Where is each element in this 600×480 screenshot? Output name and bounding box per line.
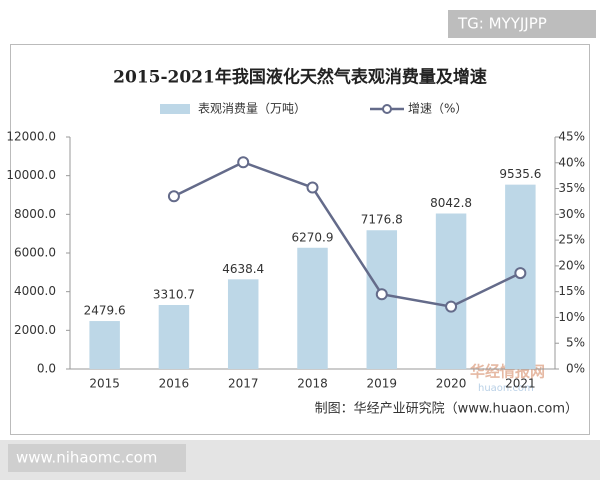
x-tick-label: 2016 bbox=[159, 377, 190, 391]
legend-label: 表观消费量（万吨） bbox=[198, 102, 306, 116]
y2-tick-label: 40% bbox=[558, 155, 585, 169]
bar bbox=[435, 213, 467, 369]
value-label: 6270.9 bbox=[292, 230, 334, 244]
y2-tick-label: 25% bbox=[558, 233, 585, 247]
line-marker bbox=[167, 190, 180, 203]
x-tick-label: 2019 bbox=[367, 377, 398, 391]
source: 制图：华经产业研究院（www.huaon.com） bbox=[315, 402, 578, 417]
line-marker bbox=[306, 181, 319, 194]
frame bbox=[10, 44, 590, 435]
bar bbox=[89, 321, 120, 369]
y-tick-label: 10000.0 bbox=[6, 168, 56, 182]
y-tick-label: 8000.0 bbox=[14, 207, 56, 221]
line-marker bbox=[445, 300, 458, 313]
y2-tick-label: 5% bbox=[566, 336, 585, 350]
value-label: 3310.7 bbox=[153, 287, 195, 301]
legend-swatch-marker bbox=[382, 104, 392, 114]
value-label: 8042.8 bbox=[430, 196, 472, 210]
y2-tick-label: 15% bbox=[558, 284, 585, 298]
bar bbox=[297, 247, 328, 369]
chart-title: 2015-2021年我国液化天然气表观消费量及增速 bbox=[113, 67, 487, 88]
line-marker bbox=[237, 156, 250, 169]
x-tick-label: 2017 bbox=[228, 377, 259, 391]
y2-tick-label: 20% bbox=[558, 258, 585, 272]
y2-tick-label: 0% bbox=[566, 362, 585, 376]
value-label: 2479.6 bbox=[84, 304, 126, 318]
watermark-box bbox=[448, 10, 596, 38]
line bbox=[173, 160, 521, 308]
stamp-url: huaon.com bbox=[478, 383, 534, 394]
line-marker bbox=[375, 288, 388, 301]
y-tick-label: 2000.0 bbox=[14, 323, 56, 337]
x-tick-label: 2021 bbox=[505, 377, 536, 391]
y-tick-label: 4000.0 bbox=[14, 284, 56, 298]
site: www.nihaomc.com bbox=[16, 449, 157, 467]
value-label: 7176.8 bbox=[361, 213, 403, 227]
value-label: 4638.4 bbox=[222, 262, 264, 276]
line-marker bbox=[514, 267, 527, 280]
y-tick-label: 0.0 bbox=[37, 362, 56, 376]
y-tick-label: 12000.0 bbox=[6, 130, 56, 144]
value-label: 9535.6 bbox=[499, 167, 541, 181]
x-tick-label: 2015 bbox=[89, 377, 120, 391]
legend-label: 增速（%） bbox=[408, 102, 467, 116]
y2-tick-label: 45% bbox=[558, 130, 585, 144]
bar bbox=[158, 304, 190, 369]
site-box bbox=[8, 444, 186, 472]
y2-tick-label: 10% bbox=[558, 310, 585, 324]
bar bbox=[227, 279, 259, 369]
y2-tick-label: 30% bbox=[558, 207, 585, 221]
legend-swatch bbox=[160, 104, 190, 114]
y-tick-label: 6000.0 bbox=[14, 246, 56, 260]
watermark: TG: MYYJJPP bbox=[457, 15, 547, 33]
x-tick-label: 2020 bbox=[436, 377, 467, 391]
x-tick-label: 2018 bbox=[297, 377, 328, 391]
y2-tick-label: 35% bbox=[558, 181, 585, 195]
